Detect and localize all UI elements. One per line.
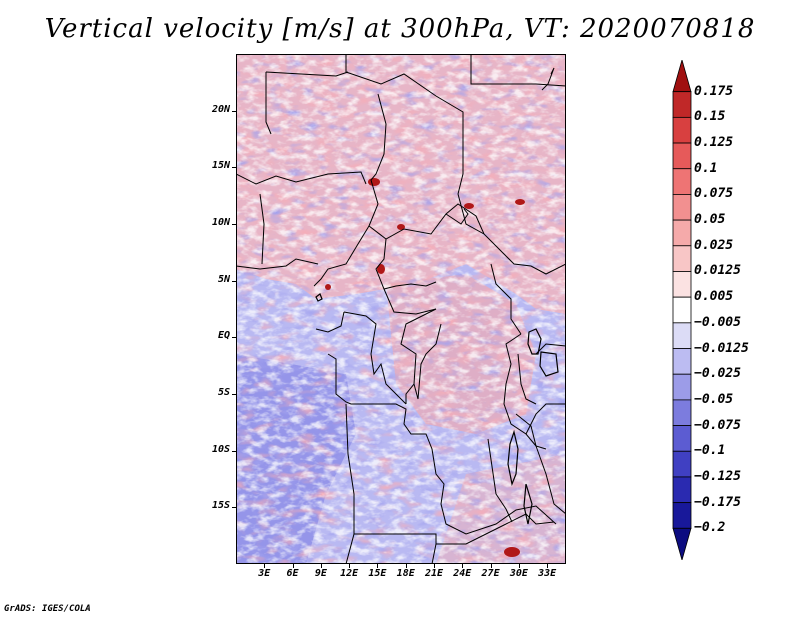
lon-tick-mark <box>490 564 492 568</box>
political-borders <box>236 54 566 564</box>
grads-credit: GrADS: IGES/COLA <box>4 604 91 614</box>
lon-tick-mark <box>349 564 351 568</box>
colorbar-swatch <box>672 116 692 144</box>
lon-tick-label: 21E <box>424 568 444 579</box>
colorbar-label: 0.05 <box>694 212 726 228</box>
lat-tick-mark <box>232 507 236 509</box>
colorbar-swatch <box>672 142 692 170</box>
lon-tick-mark <box>377 564 379 568</box>
lat-tick-mark <box>232 280 236 282</box>
colorbar-label: 0.125 <box>694 135 734 151</box>
colorbar <box>672 58 692 564</box>
colorbar-swatch <box>672 322 692 349</box>
lon-tick-mark <box>292 564 294 568</box>
lat-tick-mark <box>232 224 236 225</box>
colorbar-label: 0.175 <box>694 83 734 99</box>
lon-tick-label: 18E <box>396 568 415 579</box>
colorbar-swatch <box>672 219 692 247</box>
colorbar-label: −0.005 <box>694 314 741 330</box>
colorbar-swatch <box>672 502 692 529</box>
lon-tick-label: 15E <box>368 568 387 579</box>
colorbar-label: −0.175 <box>694 494 741 510</box>
lon-tick-mark <box>518 564 520 568</box>
colorbar-label: −0.025 <box>694 366 741 382</box>
lon-tick-mark <box>434 564 435 568</box>
lon-tick-label: 33E <box>538 568 557 579</box>
lat-tick-mark <box>232 167 236 169</box>
colorbar-label: 0.15 <box>694 109 726 125</box>
colorbar-label: −0.05 <box>694 391 734 407</box>
colorbar-swatch <box>672 476 692 504</box>
lat-tick-label: 10N <box>211 217 230 228</box>
colorbar-label: −0.075 <box>694 417 741 433</box>
colorbar-swatch <box>672 91 692 118</box>
colorbar-label: 0.025 <box>694 237 734 253</box>
strong-cells <box>325 178 525 557</box>
lon-tick-mark <box>547 564 549 568</box>
lon-tick-label: 27E <box>481 568 500 579</box>
lon-tick-mark <box>405 564 407 568</box>
lat-tick-label: EQ <box>217 330 230 342</box>
colorbar-label: 0.0125 <box>694 263 741 279</box>
colorbar-label: 0.1 <box>694 160 718 176</box>
lon-tick-mark <box>264 564 266 568</box>
lat-tick-label: 5S <box>217 387 230 398</box>
colorbar-label: −0.2 <box>694 520 726 536</box>
lat-tick-label: 10S <box>211 443 230 455</box>
lon-tick-label: 9E <box>314 568 327 579</box>
colorbar-label: 0.075 <box>694 186 734 202</box>
lat-tick-mark <box>232 337 236 339</box>
colorbar-swatch <box>672 348 692 375</box>
colorbar-swatch <box>672 527 692 562</box>
lon-tick-label: 12E <box>340 568 359 579</box>
colorbar-swatch <box>672 399 692 426</box>
colorbar-swatch <box>672 296 692 324</box>
lat-tick-label: 15S <box>211 500 230 512</box>
colorbar-swatch <box>672 58 692 93</box>
lon-tick-label: 6E <box>286 568 299 579</box>
lon-tick-label: 3E <box>258 568 271 579</box>
colorbar-swatch <box>672 245 692 272</box>
colorbar-swatch <box>672 450 692 478</box>
lon-tick-mark <box>320 564 322 568</box>
lat-tick-mark <box>232 450 236 452</box>
lat-tick-label: 20N <box>211 103 230 115</box>
colorbar-label: 0.005 <box>694 289 734 305</box>
colorbar-label: −0.0125 <box>694 340 749 356</box>
colorbar-swatch <box>672 373 692 401</box>
lakes <box>315 293 559 525</box>
colorbar-swatch <box>672 194 692 221</box>
colorbar-swatch <box>672 168 692 195</box>
map-title: Vertical velocity [m/s] at 300hPa, VT: 2… <box>44 14 756 44</box>
lat-tick-label: 15N <box>211 160 230 172</box>
lon-tick-label: 30E <box>509 568 528 579</box>
colorbar-swatch <box>672 425 692 452</box>
lon-tick-mark <box>462 564 464 568</box>
colorbar-label: −0.1 <box>694 443 726 459</box>
colorbar-swatch <box>672 271 692 298</box>
lat-tick-mark <box>232 110 236 112</box>
map-frame <box>236 54 566 564</box>
white-filaments <box>236 54 566 564</box>
lat-tick-mark <box>232 394 236 395</box>
velocity-map <box>236 54 566 568</box>
lat-tick-label: 5N <box>217 273 230 285</box>
colorbar-label: −0.125 <box>694 468 741 484</box>
lon-tick-label: 24E <box>453 568 472 579</box>
